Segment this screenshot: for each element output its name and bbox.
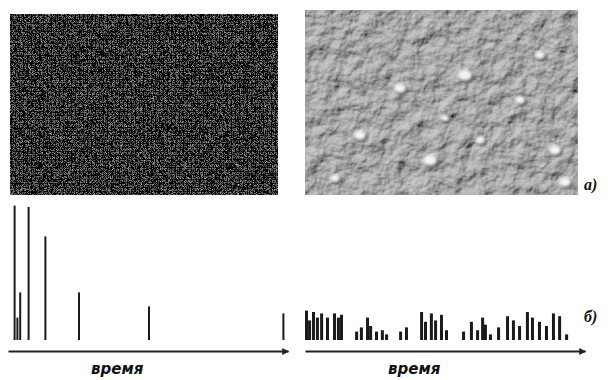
spike-chart: время (305, 311, 586, 378)
bump (559, 177, 571, 187)
x-axis-line (9, 350, 289, 352)
spike (369, 326, 372, 340)
bump (515, 96, 525, 104)
axis-title: время (388, 360, 441, 378)
spike (385, 334, 388, 340)
micrograph (10, 14, 278, 195)
spike (526, 312, 529, 340)
spike (434, 320, 437, 340)
x-axis-line (306, 350, 586, 352)
spike (399, 332, 402, 340)
figure: а) б) время время (0, 0, 608, 380)
spike (489, 334, 492, 340)
spike (305, 311, 308, 340)
spike (28, 207, 30, 340)
spike (552, 313, 555, 340)
spike (512, 320, 515, 340)
panel-label: а) (584, 176, 597, 194)
bump (330, 174, 340, 182)
spike (506, 316, 509, 340)
bump (423, 154, 437, 165)
spike (470, 322, 473, 340)
spike (308, 320, 311, 340)
spike (44, 236, 46, 340)
spike (78, 292, 80, 340)
spike (360, 327, 363, 340)
spike (531, 318, 534, 340)
spike (282, 313, 284, 340)
spike (538, 322, 541, 340)
spike (518, 326, 521, 340)
bumps (330, 51, 573, 189)
spike (481, 318, 484, 340)
spike (148, 306, 150, 340)
spike (440, 315, 443, 340)
bump (475, 136, 485, 144)
plot-area (305, 311, 568, 340)
spike (497, 327, 500, 340)
spike (484, 325, 487, 340)
spike (320, 313, 323, 340)
bump (549, 145, 561, 155)
spike (19, 292, 21, 340)
spike-chart: время (9, 206, 289, 378)
spike (476, 330, 479, 340)
spike (16, 318, 18, 340)
spike (424, 322, 427, 340)
bump (394, 83, 406, 93)
bump (441, 115, 449, 121)
x-axis (306, 351, 586, 352)
spike (366, 318, 369, 340)
plot-area (14, 206, 285, 340)
bump (354, 130, 366, 140)
axis-title: время (91, 360, 144, 378)
spike (355, 332, 358, 340)
spike (333, 313, 336, 340)
panel-label: б) (584, 308, 597, 326)
bump (458, 69, 472, 80)
spike (375, 332, 378, 340)
spike (381, 330, 384, 340)
micrograph (305, 10, 578, 195)
spike (326, 318, 329, 340)
spike (462, 332, 465, 340)
bump (535, 51, 545, 59)
spike (445, 330, 448, 340)
spike (405, 327, 408, 340)
x-axis (9, 351, 289, 352)
spike (316, 318, 319, 340)
spike (312, 312, 315, 340)
spike (545, 326, 548, 340)
spike (565, 334, 568, 340)
spike (340, 315, 343, 340)
spike (14, 206, 16, 340)
spike (430, 313, 433, 340)
spike (558, 316, 561, 340)
spike (337, 318, 340, 340)
spike (420, 312, 423, 340)
